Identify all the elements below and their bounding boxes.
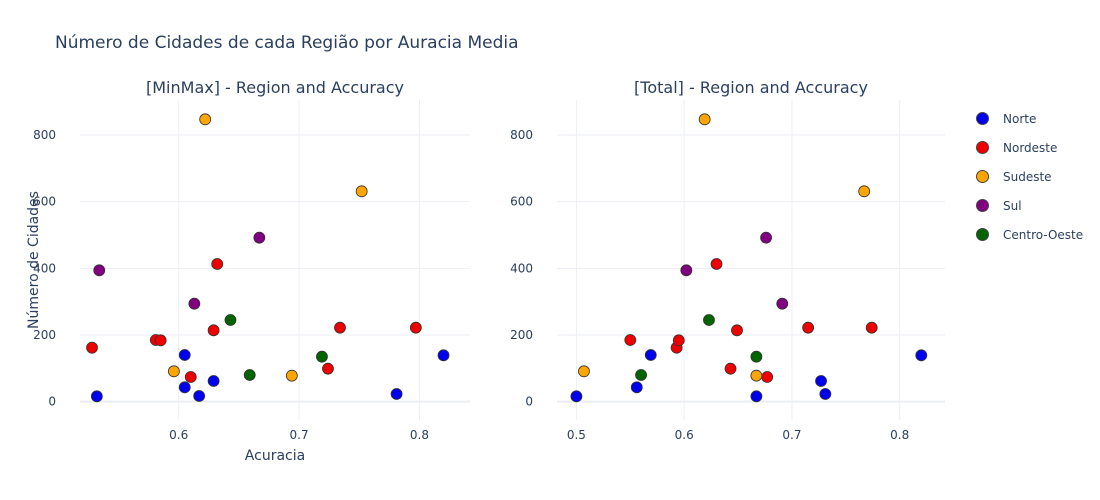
panel-2-point-norte	[819, 388, 832, 400]
panel-2-point-sul	[760, 231, 772, 244]
panel-2-point-nordeste	[710, 258, 723, 270]
panel-2-point-centro-oeste	[750, 350, 763, 363]
panel-2-point-centro-oeste	[635, 369, 647, 381]
panel-2-point-norte	[570, 390, 583, 403]
panel-2-point-sudeste	[698, 113, 711, 126]
legend-item-sul[interactable]: Sul	[972, 191, 1083, 220]
panel-1-y-tick-label: 600	[33, 195, 56, 209]
panel-2-y-tick-label: 800	[510, 128, 533, 142]
legend-item-nordeste[interactable]: Nordeste	[972, 133, 1083, 162]
panel-2-x-tick-label: 0.5	[567, 428, 586, 442]
panel-1-y-tick-label: 400	[33, 261, 56, 275]
panel-1-point-norte	[193, 390, 206, 402]
legend-marker-nordeste	[976, 141, 989, 154]
panel-2-point-sul	[776, 297, 789, 310]
panel-1-point-sudeste	[199, 113, 212, 126]
legend[interactable]: Norte Nordeste Sudeste Sul Centro-Oeste	[972, 104, 1083, 249]
panel-2-point-norte	[815, 375, 827, 387]
legend-label-sudeste: Sudeste	[1003, 169, 1052, 184]
panel-2-y-tick-label: 0	[525, 395, 533, 409]
panel-2-point-nordeste	[761, 371, 774, 383]
legend-item-sudeste[interactable]: Sudeste	[972, 162, 1083, 191]
panel-1-point-centro-oeste	[316, 350, 328, 363]
legend-item-norte[interactable]: Norte	[972, 104, 1083, 133]
legend-marker-norte	[976, 112, 989, 125]
panel-2-point-nordeste	[802, 321, 815, 334]
panel-1-point-norte	[207, 375, 220, 387]
panel-1-y-tick-label: 800	[33, 128, 56, 142]
panel-2-x-tick-label: 0.8	[890, 428, 909, 442]
panel-1-x-tick-label: 0.7	[290, 428, 309, 442]
panel-2-point-nordeste	[724, 362, 737, 375]
panel-2-x-tick-label: 0.6	[675, 428, 694, 442]
panel-1-point-sul	[253, 231, 266, 244]
panel-1-y-tick-label: 0	[48, 395, 56, 409]
panel-1-x-axis-label: Acuracia	[245, 448, 305, 464]
panel-1-point-norte	[437, 349, 450, 362]
panel-2-point-sudeste	[750, 369, 763, 382]
panel-2-point-nordeste	[672, 334, 685, 347]
legend-label-centro-oeste: Centro-Oeste	[1003, 227, 1084, 242]
panel-1-y-tick-label: 200	[33, 328, 56, 342]
legend-label-nordeste: Nordeste	[1003, 140, 1058, 155]
panel-1-point-norte	[178, 349, 191, 361]
panel-1-point-sudeste	[355, 185, 368, 198]
panel-1-point-nordeste	[409, 321, 422, 334]
panel-1-point-sul	[188, 297, 201, 310]
panel-1-point-nordeste	[334, 321, 346, 334]
panel-2-point-nordeste	[624, 334, 637, 346]
panel-2-subplot-title: [Total] - Region and Accuracy	[634, 78, 868, 97]
panel-1-point-sudeste	[285, 369, 298, 382]
panel-1-point-nordeste	[154, 334, 167, 347]
panel-1-point-norte	[390, 388, 403, 400]
panel-2-y-tick-label: 200	[510, 328, 533, 342]
panel-1-y-axis-label: Número de Cidades	[26, 191, 42, 329]
panel-1-point-norte	[178, 381, 191, 394]
panel-1-subplot-title: [MinMax] - Region and Accuracy	[146, 78, 404, 97]
panel-2-point-centro-oeste	[703, 314, 715, 326]
panel-2-point-nordeste	[731, 324, 743, 337]
legend-marker-sudeste	[976, 170, 989, 183]
panel-2-point-norte	[915, 349, 928, 362]
panel-1-x-tick-label: 0.6	[169, 428, 188, 442]
legend-item-centro-oeste[interactable]: Centro-Oeste	[972, 220, 1083, 249]
panel-1-point-nordeste	[211, 258, 224, 270]
chart-title: Número de Cidades de cada Região por Aur…	[55, 33, 519, 53]
panel-1-point-norte	[90, 390, 103, 403]
panel-1-point-sudeste	[167, 365, 180, 378]
panel-1-point-nordeste	[207, 324, 220, 337]
panel-1-point-centro-oeste	[243, 369, 256, 381]
panel-2-point-sudeste	[578, 365, 590, 378]
panel-2-x-tick-label: 0.7	[782, 428, 801, 442]
panel-1-x-tick-label: 0.8	[410, 428, 429, 442]
panel-2-point-norte	[644, 349, 657, 361]
panel-1-point-centro-oeste	[224, 314, 237, 326]
panel-2-point-norte	[750, 390, 763, 403]
legend-marker-sul	[976, 199, 989, 212]
panel-1-point-nordeste	[184, 371, 197, 383]
panel-2-point-norte	[630, 381, 643, 394]
panel-2-point-sudeste	[858, 185, 871, 198]
panel-2-y-tick-label: 400	[510, 261, 533, 275]
panel-2-y-tick-label: 600	[510, 195, 533, 209]
legend-label-sul: Sul	[1003, 198, 1022, 213]
panel-1-point-sul	[93, 264, 106, 277]
legend-label-norte: Norte	[1003, 111, 1037, 126]
panel-1-point-nordeste	[86, 341, 98, 354]
panel-2-point-sul	[680, 264, 693, 277]
legend-marker-centro-oeste	[976, 228, 989, 241]
panel-2-point-nordeste	[865, 321, 878, 334]
panel-1-point-nordeste	[322, 362, 334, 375]
